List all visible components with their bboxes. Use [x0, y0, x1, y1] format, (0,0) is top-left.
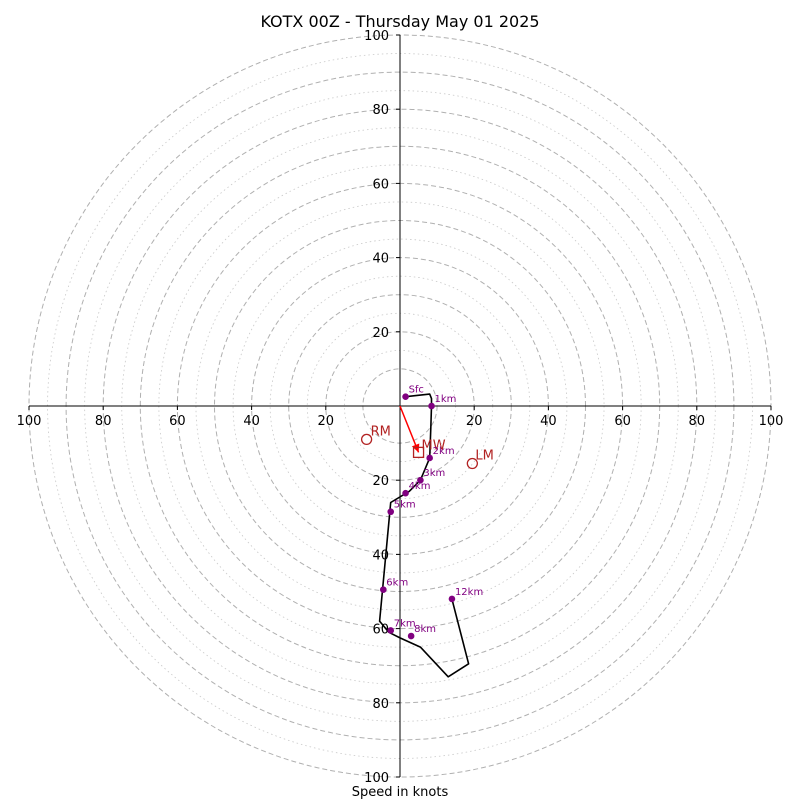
- height-point-5km: [387, 508, 395, 516]
- y-tick-label: 100: [364, 29, 389, 44]
- chart-title: KOTX 00Z - Thursday May 01 2025: [260, 12, 539, 31]
- rm-marker: [360, 433, 373, 446]
- x-tick-label: 80: [95, 414, 112, 429]
- x-tick-label: 60: [169, 414, 186, 429]
- x-tick-label: 40: [540, 414, 557, 429]
- y-tick-label: 60: [372, 177, 389, 192]
- storm-motion: RM LM MW: [360, 405, 494, 470]
- height-label-1km: 1km: [435, 394, 457, 405]
- height-label-2km: 2km: [433, 446, 455, 457]
- hodograph-line: [378, 393, 470, 678]
- y-tick-label: 20: [372, 326, 389, 341]
- x-tick-label: 20: [466, 414, 483, 429]
- y-tick-label: 80: [372, 103, 389, 118]
- x-tick-label: 40: [243, 414, 260, 429]
- x-tick-label: 20: [318, 414, 335, 429]
- y-tick-label: 40: [372, 252, 389, 267]
- rm-label: RM: [371, 424, 391, 439]
- mean-wind-arrow: [399, 405, 420, 453]
- height-point-1km: [428, 402, 435, 410]
- mw-marker: [412, 446, 425, 459]
- height-label-sfc: Sfc: [409, 385, 424, 396]
- height-point-2km: [426, 454, 433, 462]
- tick-labels: 100 80 60 40 20 20 40 60 80 100204060801002040608…: [17, 29, 784, 786]
- height-point-8km: [407, 632, 415, 640]
- x-tick-label: 100: [759, 414, 784, 429]
- height-label-7km: 7km: [394, 618, 416, 629]
- height-label-12km: 12km: [455, 587, 483, 598]
- x-tick-label: 80: [689, 414, 706, 429]
- x-tick-label: 60: [614, 414, 631, 429]
- x-axis-label: Speed in knots: [352, 785, 449, 800]
- height-point-sfc: [402, 393, 409, 401]
- lm-marker: [466, 457, 478, 470]
- x-tick-label: 100: [17, 414, 42, 429]
- height-point-3km: [417, 476, 424, 484]
- y-tick-label: 100: [364, 771, 389, 786]
- height-point-7km: [387, 627, 395, 634]
- height-point-12km: [448, 595, 456, 603]
- height-point-4km: [402, 489, 409, 497]
- hodograph-trace: [378, 393, 470, 678]
- height-label-8km: 8km: [414, 624, 436, 635]
- height-label-6km: 6km: [386, 578, 408, 589]
- height-label-4km: 4km: [409, 481, 431, 492]
- height-label-5km: 5km: [394, 500, 416, 511]
- mw-label: MW: [422, 438, 446, 453]
- y-tick-label: 20: [372, 474, 389, 489]
- height-point-6km: [380, 586, 387, 593]
- height-label-3km: 3km: [423, 468, 445, 479]
- lm-label: LM: [475, 449, 493, 464]
- y-tick-label: 80: [372, 697, 389, 712]
